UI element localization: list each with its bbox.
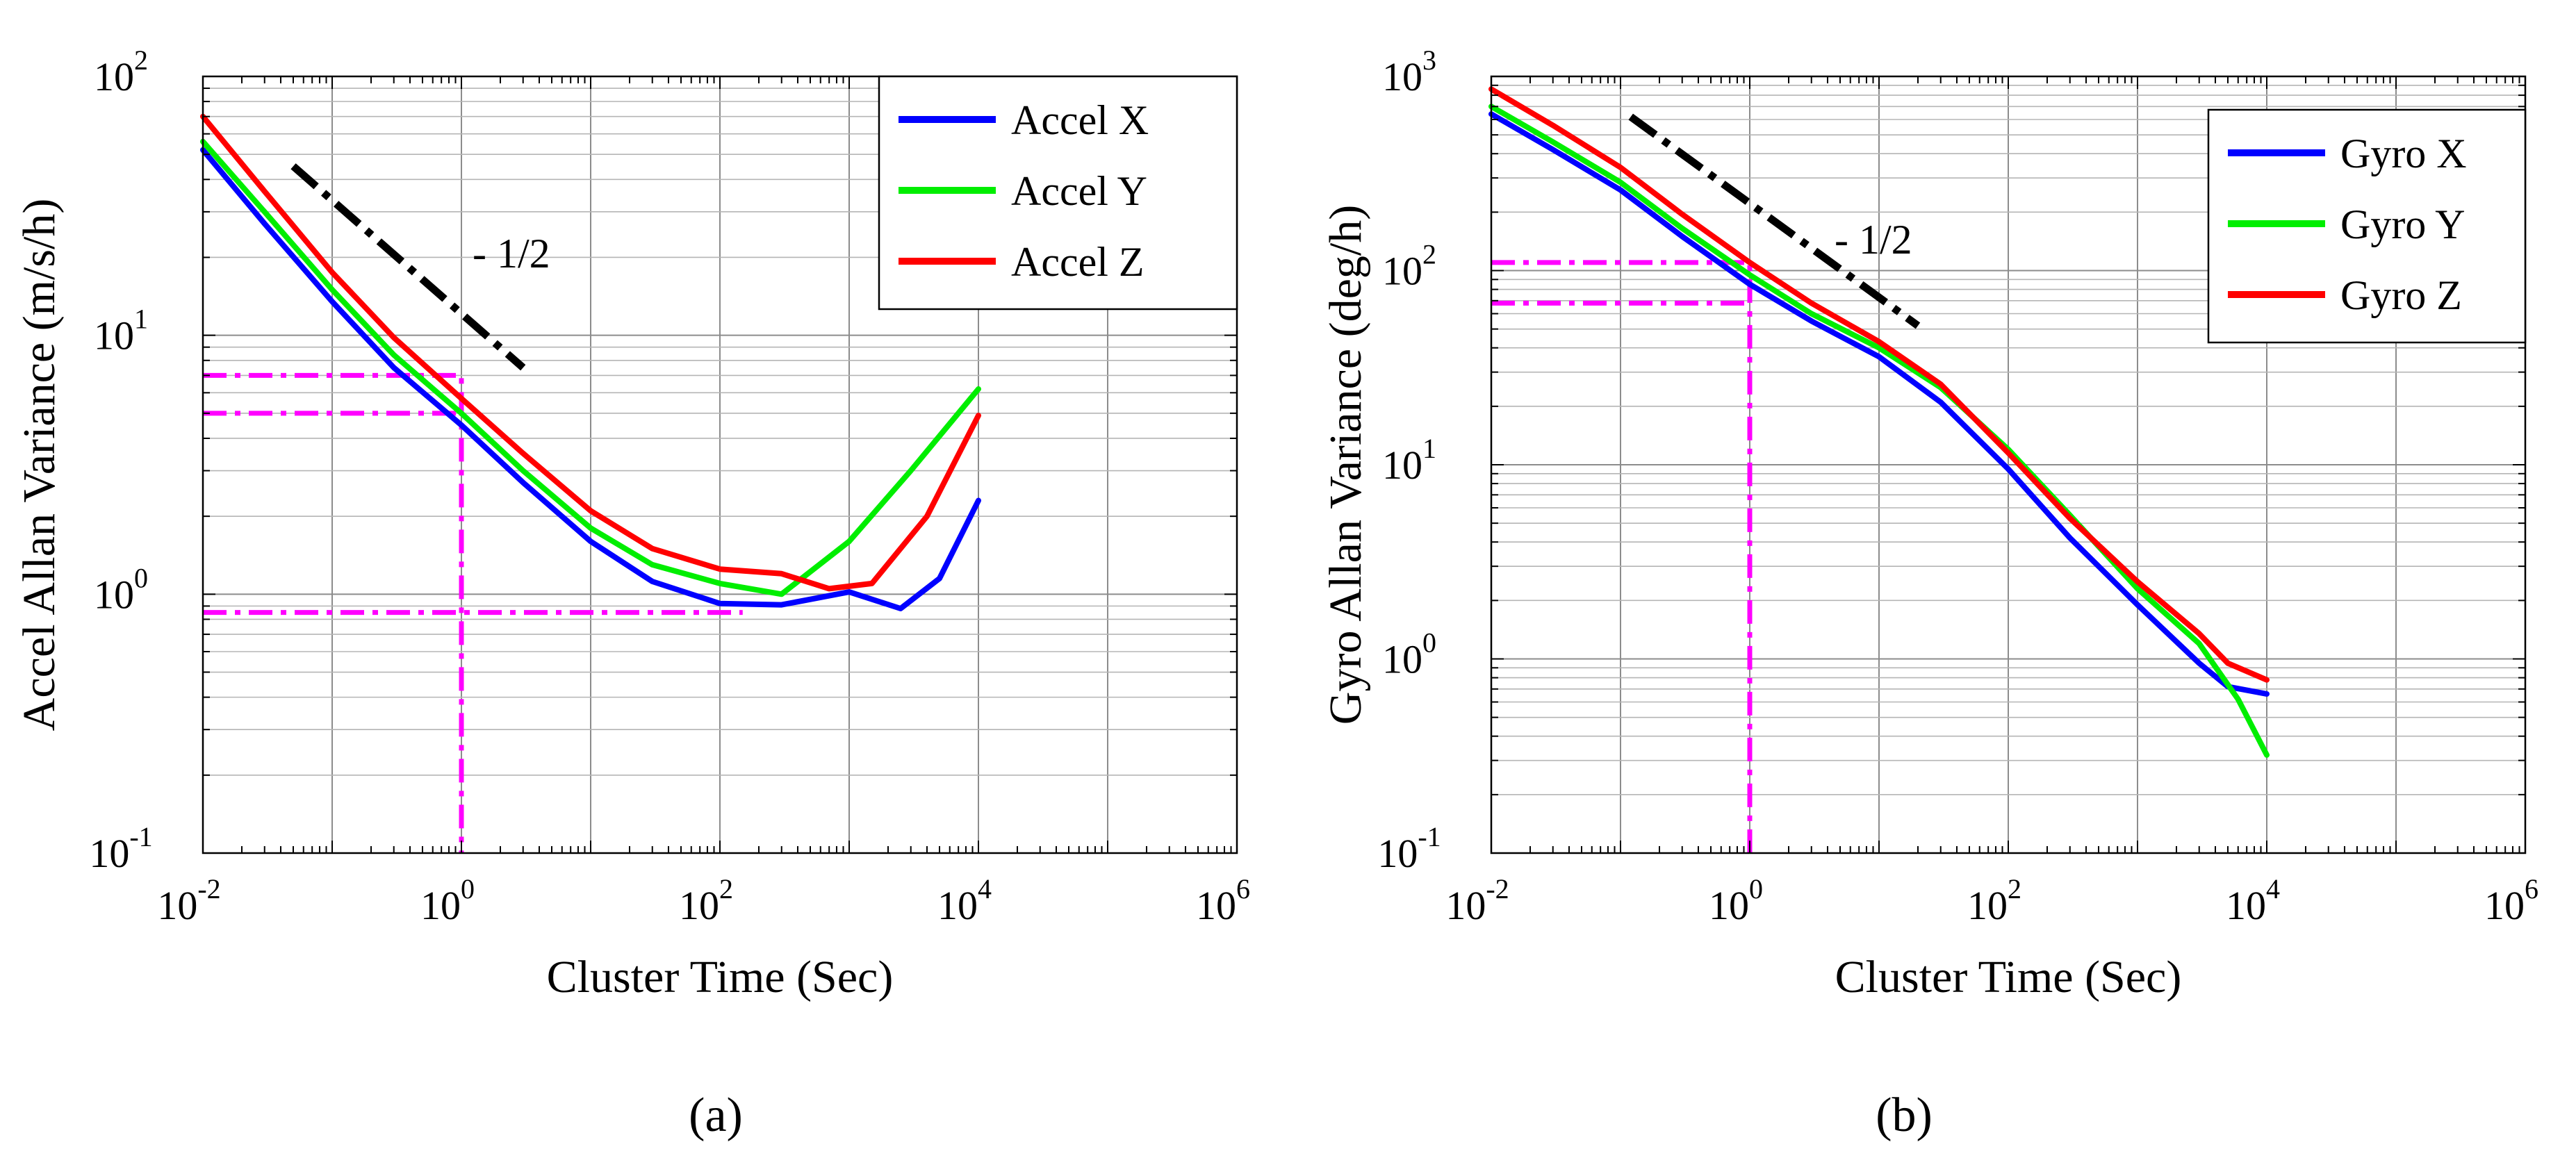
tick-marks [1491,76,2526,854]
legend-entry-label: Gyro Z [2340,272,2462,318]
reference-line-0 [1491,260,1753,853]
x-tick-label: 106 [1196,873,1250,928]
x-tick-label: 104 [937,873,992,928]
slope-label: - 1/2 [1835,217,1912,263]
y-tick-label: 100 [94,562,148,617]
slope-label: - 1/2 [473,231,550,276]
series-line-accel-y [200,138,981,597]
tick-marks [202,76,1238,854]
chart-panel-b: - 1/2 10-2 100 102 104 106 10-1 100 101 102 103 Clu… [1320,44,2538,1142]
chart-panel-a: - 1/2 10-2 100 102 104 106 10-1 100 101 102 Cluste… [14,44,1250,1142]
x-tick-label: 100 [1709,873,1763,928]
slope-indicator-line [290,163,526,371]
legend-entry-label: Accel Y [1011,168,1147,214]
legend-entry-label: Gyro Y [2340,201,2465,247]
y-tick-label: 102 [94,44,148,99]
x-tick-label: 100 [420,873,475,928]
series-line-accel-x [200,147,981,611]
legend-entry-label: Accel X [1011,97,1149,143]
y-tick-label: 101 [94,304,148,358]
y-tick-label: 10-1 [1377,821,1441,876]
y-tick-label: 103 [1382,44,1436,99]
legend-entry-label: Gyro X [2340,131,2467,176]
panel-label: (b) [1876,1089,1933,1142]
series-line-accel-z [200,113,981,592]
slope-indicator-line [1628,113,1921,329]
series-line-gyro-z [1488,86,2270,683]
x-tick-label: 104 [2226,873,2280,928]
y-tick-label: 10-1 [89,821,152,876]
series-line-gyro-y [1488,104,2270,758]
y-tick-label: 100 [1382,627,1436,682]
y-axis-label: Accel Allan Variance (m/s/h) [14,199,65,732]
series-line-gyro-x [1488,111,2270,697]
y-tick-label: 102 [1382,239,1436,294]
x-axis-label: Cluster Time (Sec) [1835,952,2182,1002]
charts-layer: - 1/2 10-2 100 102 104 106 10-1 100 101 102 Cluste… [14,44,2538,1142]
x-tick-label: 10-2 [157,873,220,928]
x-tick-label: 106 [2484,873,2538,928]
x-axis-label: Cluster Time (Sec) [547,952,894,1002]
x-tick-label: 10-2 [1445,873,1509,928]
legend: Accel X Accel Y Accel Z [878,75,1238,311]
legend-entry-label: Accel Z [1011,239,1145,285]
x-tick-label: 102 [1967,873,2021,928]
legend: Gyro X Gyro Y Gyro Z [2207,108,2527,344]
panel-label: (a) [689,1089,743,1142]
x-tick-label: 102 [679,873,733,928]
y-axis-label: Gyro Allan Variance (deg/h) [1320,205,1371,725]
y-tick-label: 101 [1382,433,1436,488]
